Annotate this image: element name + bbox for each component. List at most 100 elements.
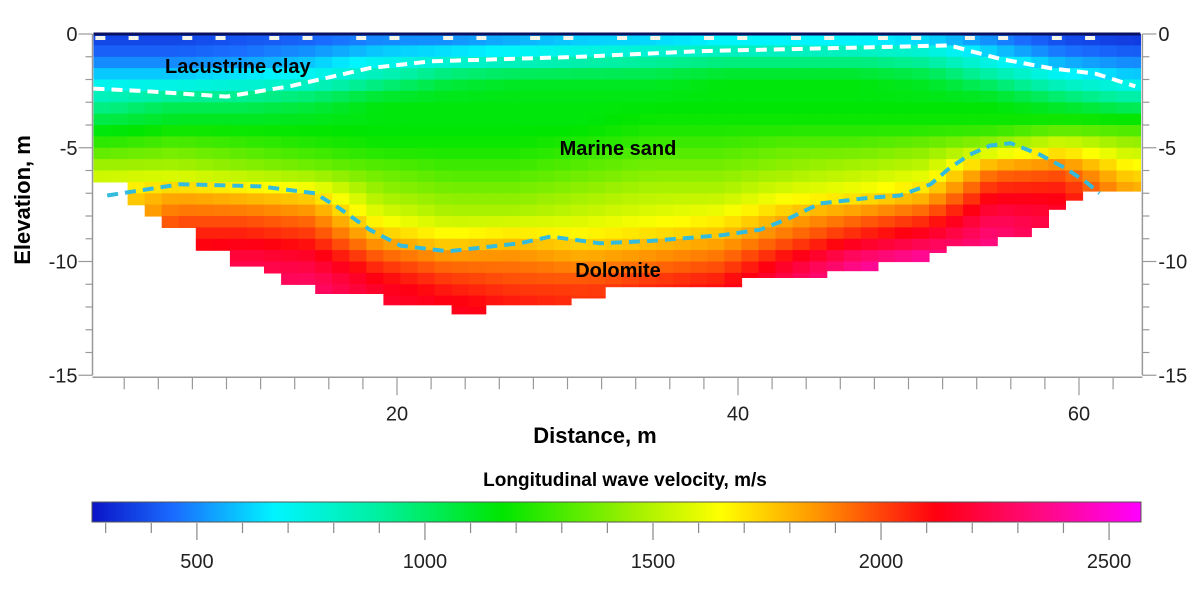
heatmap-cell (929, 136, 947, 149)
heatmap-cell (519, 216, 538, 228)
heatmap-cell (570, 272, 589, 285)
heatmap-cell (229, 102, 248, 115)
heatmap-cell (860, 238, 879, 251)
heatmap-cell (1099, 147, 1118, 160)
heatmap-cell (502, 136, 521, 149)
heatmap-cell (724, 193, 743, 206)
heatmap-cell (707, 193, 725, 206)
geophone-marker (877, 36, 888, 40)
heatmap-cell (247, 227, 265, 240)
heatmap-cell (929, 181, 947, 194)
heatmap-cell (536, 238, 555, 251)
heatmap-cell (639, 125, 657, 137)
heatmap-cell (690, 113, 708, 126)
heatmap-cell (946, 193, 964, 206)
heatmap-cell (229, 45, 248, 58)
heatmap-cell (724, 68, 743, 81)
heatmap-cell (673, 90, 691, 103)
heatmap-cell (929, 79, 947, 92)
heatmap-cell (707, 284, 725, 288)
heatmap-cell (843, 90, 862, 103)
heatmap-cell (963, 90, 981, 103)
heatmap-cell (144, 125, 163, 137)
heatmap-cell (997, 102, 1015, 115)
heatmap-cell (843, 170, 862, 183)
heatmap-cell (229, 56, 248, 69)
heatmap-cell (485, 34, 504, 46)
heatmap-cell (110, 113, 129, 126)
heatmap-cell (332, 284, 350, 294)
heatmap-cell (690, 250, 708, 263)
heatmap-cell (826, 90, 845, 103)
heatmap-cell (1099, 102, 1118, 115)
heatmap-cell (332, 238, 350, 251)
x-tick-label: 20 (386, 403, 408, 425)
heatmap-cell (673, 102, 691, 115)
heatmap-cell (690, 147, 708, 160)
heatmap-cell (997, 170, 1015, 183)
heatmap-cell (758, 261, 777, 274)
heatmap-cell (332, 68, 350, 81)
heatmap-cell (127, 113, 146, 126)
heatmap-cell (894, 170, 913, 183)
heatmap-cell (894, 181, 913, 194)
heatmap-cell (877, 227, 896, 240)
heatmap-cell (605, 193, 623, 206)
heatmap-cell (997, 90, 1015, 103)
heatmap-cell (161, 34, 180, 46)
heatmap-cell (366, 284, 384, 294)
heatmap-cell (673, 238, 691, 251)
heatmap-cell (315, 125, 333, 137)
geophone-marker (356, 36, 367, 40)
heatmap-cell (588, 136, 606, 149)
heatmap-cell (588, 125, 606, 137)
heatmap-cell (843, 102, 862, 115)
heatmap-cell (1031, 125, 1049, 137)
heatmap-cell (434, 136, 453, 149)
heatmap-cell (349, 181, 367, 194)
heatmap-cell (775, 79, 794, 92)
heatmap-cell (605, 216, 623, 228)
heatmap-cell (349, 159, 367, 172)
heatmap-cell (451, 45, 470, 58)
heatmap-cell (519, 79, 538, 92)
heatmap-cell (161, 147, 180, 160)
heatmap-cell (281, 272, 299, 285)
heatmap-cell (383, 68, 402, 81)
heatmap-cell (690, 56, 708, 69)
heatmap-cell (997, 45, 1015, 58)
heatmap-cell (775, 125, 794, 137)
heatmap-cell (929, 102, 947, 115)
heatmap-cell (519, 272, 538, 285)
heatmap-cell (929, 193, 947, 206)
heatmap-cell (997, 68, 1015, 81)
heatmap-cell (1133, 56, 1141, 69)
heatmap-cell (383, 227, 402, 240)
geophone-marker (476, 36, 487, 40)
heatmap-cell (1065, 181, 1084, 194)
heatmap-cell (570, 45, 589, 58)
heatmap-cell (1048, 113, 1066, 126)
heatmap-cell (570, 102, 589, 115)
heatmap-cell (229, 68, 248, 81)
heatmap-cell (281, 113, 299, 126)
heatmap-cell (622, 68, 640, 81)
heatmap-cell (281, 68, 299, 81)
heatmap-cell (434, 284, 453, 297)
heatmap-cell (877, 136, 896, 149)
heatmap-cell (417, 272, 436, 285)
heatmap-cell (1014, 113, 1032, 126)
geophone-marker (269, 36, 280, 40)
heatmap-cell (485, 79, 504, 92)
heatmap-cell (860, 181, 879, 194)
heatmap-cell (656, 170, 674, 183)
heatmap-cell (144, 204, 163, 217)
heatmap-cell (1031, 113, 1049, 126)
heatmap-cell (809, 79, 828, 92)
heatmap-cell (929, 45, 947, 58)
heatmap-cell (315, 56, 333, 69)
heatmap-cell (724, 238, 743, 251)
heatmap-cell (929, 90, 947, 103)
heatmap-cell (553, 170, 572, 183)
heatmap-cell (1014, 45, 1032, 58)
